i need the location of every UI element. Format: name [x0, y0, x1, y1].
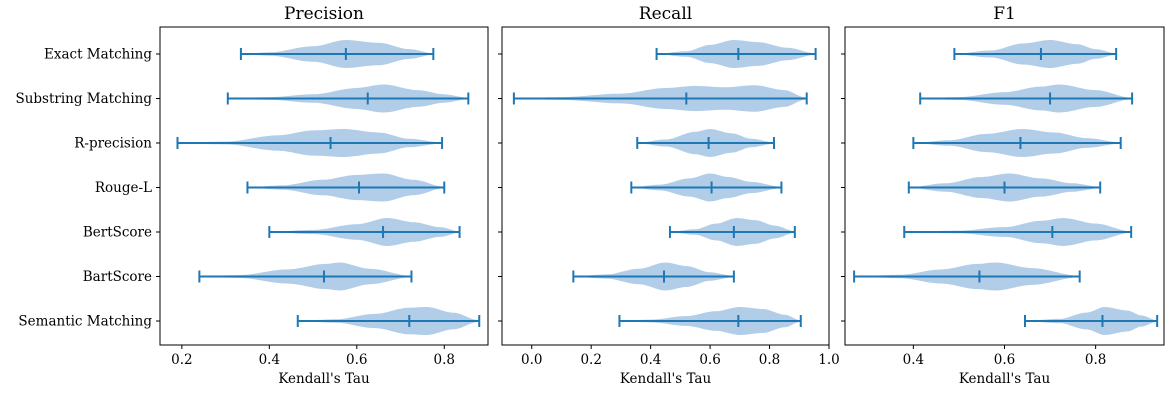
category-label-semantic-matching: Semantic Matching [18, 314, 152, 330]
x-tick-label-recall-3: 0.6 [699, 352, 720, 368]
axes-frame-recall [501, 26, 830, 346]
category-label-bartscore: BartScore [83, 269, 152, 285]
panel-title-f1: F1 [993, 4, 1016, 24]
category-label-exact-matching: Exact Matching [44, 47, 152, 63]
x-tick-label-f1-0: 0.4 [903, 352, 924, 368]
x-tick-label-recall-0: 0.0 [521, 352, 542, 368]
x-tick-label-recall-2: 0.4 [640, 352, 661, 368]
x-tick-label-recall-1: 0.2 [580, 352, 601, 368]
x-tick-label-f1-2: 0.8 [1085, 352, 1106, 368]
x-axis-label-precision: Kendall's Tau [278, 371, 370, 387]
category-label-rouge-l: Rouge-L [95, 180, 152, 196]
x-tick-label-precision-2: 0.6 [346, 352, 367, 368]
category-label-bertscore: BertScore [83, 225, 152, 241]
x-tick-label-precision-3: 0.8 [434, 352, 455, 368]
panel-f1: F1 0.4 0.6 0.8 Kendall's Tau [841, 4, 1165, 387]
x-tick-label-recall-5: 1.0 [818, 352, 839, 368]
category-label-substring-matching: Substring Matching [15, 91, 152, 107]
panel-precision: Precision 0.2 0.4 0.6 0.8 Kendall's Tau [156, 4, 489, 387]
x-tick-label-precision-1: 0.4 [259, 352, 280, 368]
x-tick-label-precision-0: 0.2 [171, 352, 192, 368]
panel-title-recall: Recall [639, 4, 692, 24]
panel-recall: Recall 0.0 0.2 0.4 0.6 0.8 1.0 Kendall's Tau [498, 4, 840, 387]
panel-title-precision: Precision [284, 4, 364, 24]
x-tick-label-f1-1: 0.6 [994, 352, 1015, 368]
x-tick-label-recall-4: 0.8 [759, 352, 780, 368]
category-label-r-precision: R-precision [74, 136, 152, 152]
x-axis-label-f1: Kendall's Tau [959, 371, 1051, 387]
axes-frame-precision [159, 26, 489, 346]
x-axis-label-recall: Kendall's Tau [620, 371, 712, 387]
